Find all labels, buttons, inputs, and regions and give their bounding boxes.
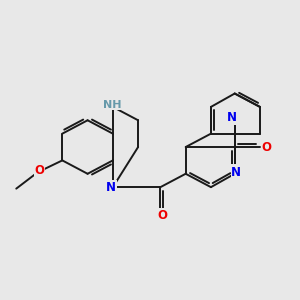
Text: NH: NH xyxy=(103,100,122,110)
Text: N: N xyxy=(106,181,116,194)
Text: N: N xyxy=(227,111,237,124)
Text: O: O xyxy=(34,164,44,177)
Text: O: O xyxy=(262,140,272,154)
Text: N: N xyxy=(228,111,238,124)
Text: O: O xyxy=(157,209,167,222)
Text: N: N xyxy=(231,166,241,179)
Text: N: N xyxy=(232,165,242,178)
